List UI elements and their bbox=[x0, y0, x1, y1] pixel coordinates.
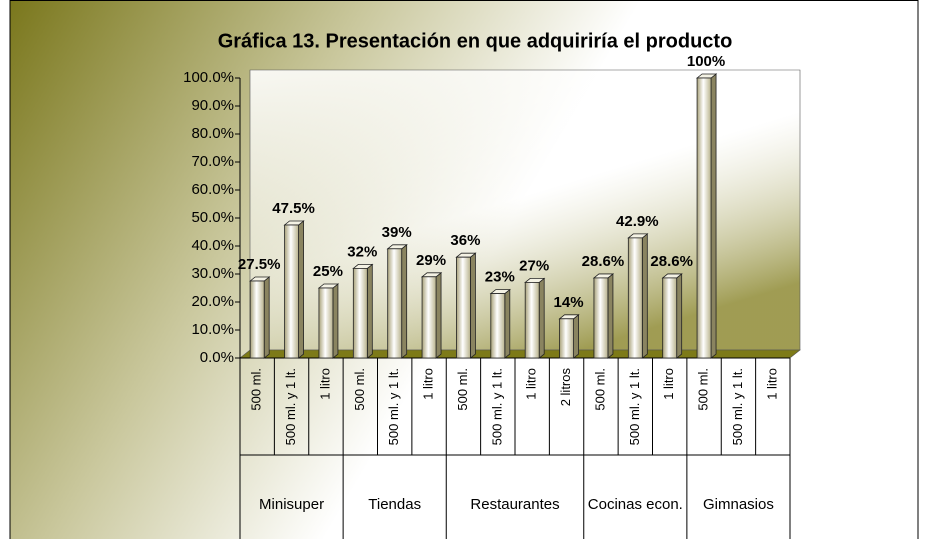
data-label: 27% bbox=[519, 257, 549, 274]
x-tick-label: 500 ml. y 1 lt. bbox=[283, 368, 298, 445]
x-tick-label: 2 litros bbox=[558, 368, 573, 407]
data-label: 25% bbox=[313, 263, 343, 280]
bar-side bbox=[538, 277, 545, 359]
y-tick-label: 20.0% bbox=[191, 293, 234, 310]
bar-side bbox=[573, 313, 579, 359]
bar bbox=[593, 277, 609, 359]
data-label: 28.6% bbox=[650, 253, 693, 270]
y-tick-label: 30.0% bbox=[191, 265, 234, 282]
x-tick-label: 1 litro bbox=[421, 368, 436, 400]
bar bbox=[421, 276, 437, 359]
y-tick-label: 60.0% bbox=[191, 181, 234, 198]
group-label: Restaurantes bbox=[470, 496, 559, 513]
bar bbox=[490, 293, 506, 359]
x-tick-label: 1 litro bbox=[524, 368, 539, 400]
y-tick-label: 0.0% bbox=[200, 349, 234, 366]
x-tick-label: 1 litro bbox=[661, 368, 676, 400]
y-tick-label: 40.0% bbox=[191, 237, 234, 254]
x-tick-label: 500 ml. bbox=[696, 368, 711, 411]
bar-side bbox=[435, 271, 442, 359]
data-label: 23% bbox=[485, 269, 515, 286]
data-label: 39% bbox=[382, 224, 412, 241]
x-tick-label: 500 ml. y 1 lt. bbox=[489, 368, 504, 445]
y-tick-label: 100.0% bbox=[183, 69, 234, 86]
x-tick-label: 1 litro bbox=[317, 368, 332, 400]
bar-side bbox=[676, 273, 683, 359]
data-label: 100% bbox=[687, 53, 725, 70]
group-label: Cocinas econ. bbox=[588, 496, 683, 513]
bar bbox=[524, 281, 540, 359]
bar bbox=[627, 237, 643, 359]
data-label: 42.9% bbox=[616, 213, 659, 230]
bar-side bbox=[366, 263, 373, 359]
bar bbox=[249, 280, 265, 359]
data-label: 29% bbox=[416, 252, 446, 269]
x-tick-label: 500 ml. bbox=[455, 368, 470, 411]
bar-side bbox=[332, 283, 339, 359]
bar bbox=[456, 256, 471, 359]
x-tick-label: 500 ml. bbox=[249, 368, 264, 411]
x-tick-label: 500 ml. bbox=[352, 368, 367, 411]
bar-side bbox=[298, 220, 304, 359]
bar-side bbox=[470, 252, 476, 359]
bar bbox=[318, 287, 334, 359]
y-tick-label: 90.0% bbox=[191, 97, 234, 114]
group-label: Tiendas bbox=[368, 496, 421, 513]
data-label: 36% bbox=[450, 232, 480, 249]
x-tick-label: 500 ml. y 1 lt. bbox=[627, 368, 642, 445]
y-tick-label: 50.0% bbox=[191, 209, 234, 226]
y-tick-label: 80.0% bbox=[191, 125, 234, 142]
x-tick-label: 500 ml. y 1 lt. bbox=[386, 368, 401, 445]
group-label: Minisuper bbox=[259, 496, 324, 513]
data-label: 27.5% bbox=[238, 256, 281, 273]
bar-side bbox=[263, 276, 270, 359]
data-label: 32% bbox=[347, 243, 377, 260]
bar bbox=[352, 267, 368, 359]
bar-side bbox=[641, 233, 648, 359]
bar-side bbox=[504, 288, 511, 359]
x-tick-label: 500 ml. y 1 lt. bbox=[730, 368, 745, 445]
bar bbox=[284, 224, 299, 359]
bar-side bbox=[607, 273, 614, 359]
bar bbox=[559, 318, 574, 359]
data-label: 14% bbox=[554, 294, 584, 311]
bar bbox=[662, 277, 678, 359]
data-label: 28.6% bbox=[582, 253, 625, 270]
bar-side bbox=[710, 73, 717, 359]
y-tick-label: 70.0% bbox=[191, 153, 234, 170]
bar bbox=[387, 248, 403, 359]
y-tick-label: 10.0% bbox=[191, 321, 234, 338]
group-label: Gimnasios bbox=[703, 496, 774, 513]
chart-title: Gráfica 13. Presentación en que adquirir… bbox=[218, 30, 733, 52]
bar bbox=[696, 77, 712, 359]
x-tick-label: 500 ml. bbox=[592, 368, 607, 411]
data-label: 47.5% bbox=[272, 200, 315, 217]
x-tick-label: 1 litro bbox=[764, 368, 779, 400]
bar-side bbox=[401, 243, 408, 359]
